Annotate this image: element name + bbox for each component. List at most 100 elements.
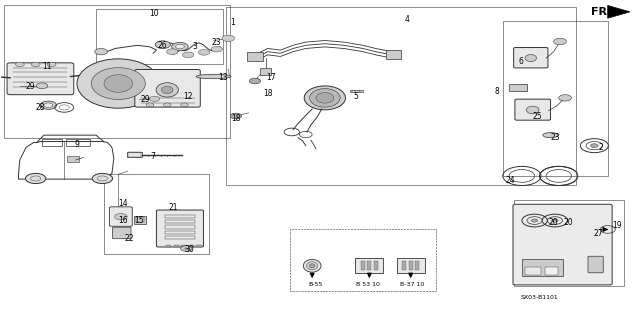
Bar bbox=[403, 261, 406, 270]
Circle shape bbox=[211, 46, 222, 52]
Text: 17: 17 bbox=[267, 73, 276, 82]
Circle shape bbox=[44, 103, 53, 108]
Circle shape bbox=[155, 41, 171, 49]
Text: 23: 23 bbox=[551, 133, 561, 142]
Ellipse shape bbox=[196, 74, 231, 79]
Bar bbox=[409, 261, 413, 270]
Text: 10: 10 bbox=[150, 9, 159, 18]
Bar bbox=[104, 174, 208, 254]
Bar bbox=[128, 152, 141, 157]
FancyBboxPatch shape bbox=[157, 210, 203, 247]
Bar bbox=[165, 236, 195, 239]
Text: 18: 18 bbox=[231, 114, 241, 123]
Circle shape bbox=[95, 49, 108, 55]
Circle shape bbox=[31, 62, 40, 67]
Text: 4: 4 bbox=[405, 15, 410, 24]
Bar bbox=[368, 261, 371, 270]
Circle shape bbox=[180, 246, 192, 252]
FancyBboxPatch shape bbox=[113, 227, 131, 239]
Circle shape bbox=[92, 173, 113, 184]
Bar bbox=[127, 152, 143, 157]
Circle shape bbox=[25, 173, 46, 184]
Text: 11: 11 bbox=[42, 61, 52, 70]
Bar bbox=[503, 21, 608, 176]
Ellipse shape bbox=[162, 86, 173, 93]
FancyBboxPatch shape bbox=[513, 48, 548, 68]
Bar bbox=[66, 139, 90, 146]
Bar bbox=[260, 68, 271, 75]
Bar bbox=[374, 261, 378, 270]
Circle shape bbox=[36, 83, 48, 89]
Text: 14: 14 bbox=[118, 198, 128, 207]
Bar bbox=[42, 139, 62, 146]
Text: 21: 21 bbox=[169, 203, 178, 212]
Text: 12: 12 bbox=[183, 92, 193, 101]
Bar bbox=[189, 245, 194, 247]
Circle shape bbox=[559, 95, 571, 101]
FancyBboxPatch shape bbox=[110, 207, 132, 226]
Ellipse shape bbox=[316, 92, 334, 103]
Text: 7: 7 bbox=[151, 152, 155, 161]
Text: 6: 6 bbox=[518, 57, 523, 66]
Text: 25: 25 bbox=[533, 113, 543, 122]
Ellipse shape bbox=[310, 89, 340, 107]
Polygon shape bbox=[608, 5, 630, 18]
Text: 23: 23 bbox=[212, 38, 222, 47]
Circle shape bbox=[198, 50, 210, 55]
Bar bbox=[226, 7, 576, 186]
Bar bbox=[96, 9, 223, 64]
Text: 28: 28 bbox=[35, 103, 45, 112]
Bar bbox=[509, 84, 527, 91]
Text: 20: 20 bbox=[549, 218, 559, 227]
Circle shape bbox=[531, 219, 538, 222]
Bar bbox=[166, 245, 171, 247]
Bar bbox=[4, 5, 229, 138]
Text: B 53 10: B 53 10 bbox=[356, 282, 380, 287]
Circle shape bbox=[180, 103, 188, 107]
Bar bbox=[415, 261, 419, 270]
Circle shape bbox=[172, 43, 188, 51]
Bar bbox=[165, 225, 195, 228]
Circle shape bbox=[249, 78, 261, 84]
Circle shape bbox=[115, 213, 127, 220]
Circle shape bbox=[222, 35, 234, 42]
Ellipse shape bbox=[310, 264, 315, 268]
Text: 18: 18 bbox=[264, 89, 273, 98]
Bar bbox=[134, 216, 146, 224]
FancyBboxPatch shape bbox=[355, 258, 383, 273]
Ellipse shape bbox=[543, 132, 558, 138]
Bar bbox=[165, 231, 195, 234]
Ellipse shape bbox=[306, 262, 318, 270]
Ellipse shape bbox=[156, 83, 178, 97]
Text: 13: 13 bbox=[218, 73, 228, 82]
Bar bbox=[196, 245, 201, 247]
Bar bbox=[525, 267, 541, 275]
Text: 29: 29 bbox=[141, 95, 150, 104]
Text: 3: 3 bbox=[192, 42, 197, 52]
FancyBboxPatch shape bbox=[588, 256, 603, 273]
Ellipse shape bbox=[525, 54, 536, 61]
Ellipse shape bbox=[104, 75, 132, 92]
Ellipse shape bbox=[77, 59, 160, 108]
FancyBboxPatch shape bbox=[135, 69, 200, 107]
Bar bbox=[545, 267, 558, 275]
Bar bbox=[181, 245, 186, 247]
Text: 26: 26 bbox=[158, 41, 168, 50]
Circle shape bbox=[552, 219, 558, 222]
Bar bbox=[173, 245, 178, 247]
Text: 22: 22 bbox=[125, 234, 134, 243]
FancyBboxPatch shape bbox=[515, 99, 550, 120]
Bar bbox=[514, 200, 624, 286]
Text: 30: 30 bbox=[184, 245, 194, 254]
Bar bbox=[247, 52, 262, 60]
Bar bbox=[522, 259, 563, 276]
Ellipse shape bbox=[526, 106, 539, 114]
Circle shape bbox=[147, 103, 154, 107]
Ellipse shape bbox=[303, 260, 321, 272]
Bar bbox=[136, 217, 144, 222]
Circle shape bbox=[230, 113, 241, 119]
Circle shape bbox=[15, 62, 24, 67]
Text: 1: 1 bbox=[231, 19, 235, 28]
Circle shape bbox=[150, 96, 160, 101]
Ellipse shape bbox=[304, 86, 345, 110]
